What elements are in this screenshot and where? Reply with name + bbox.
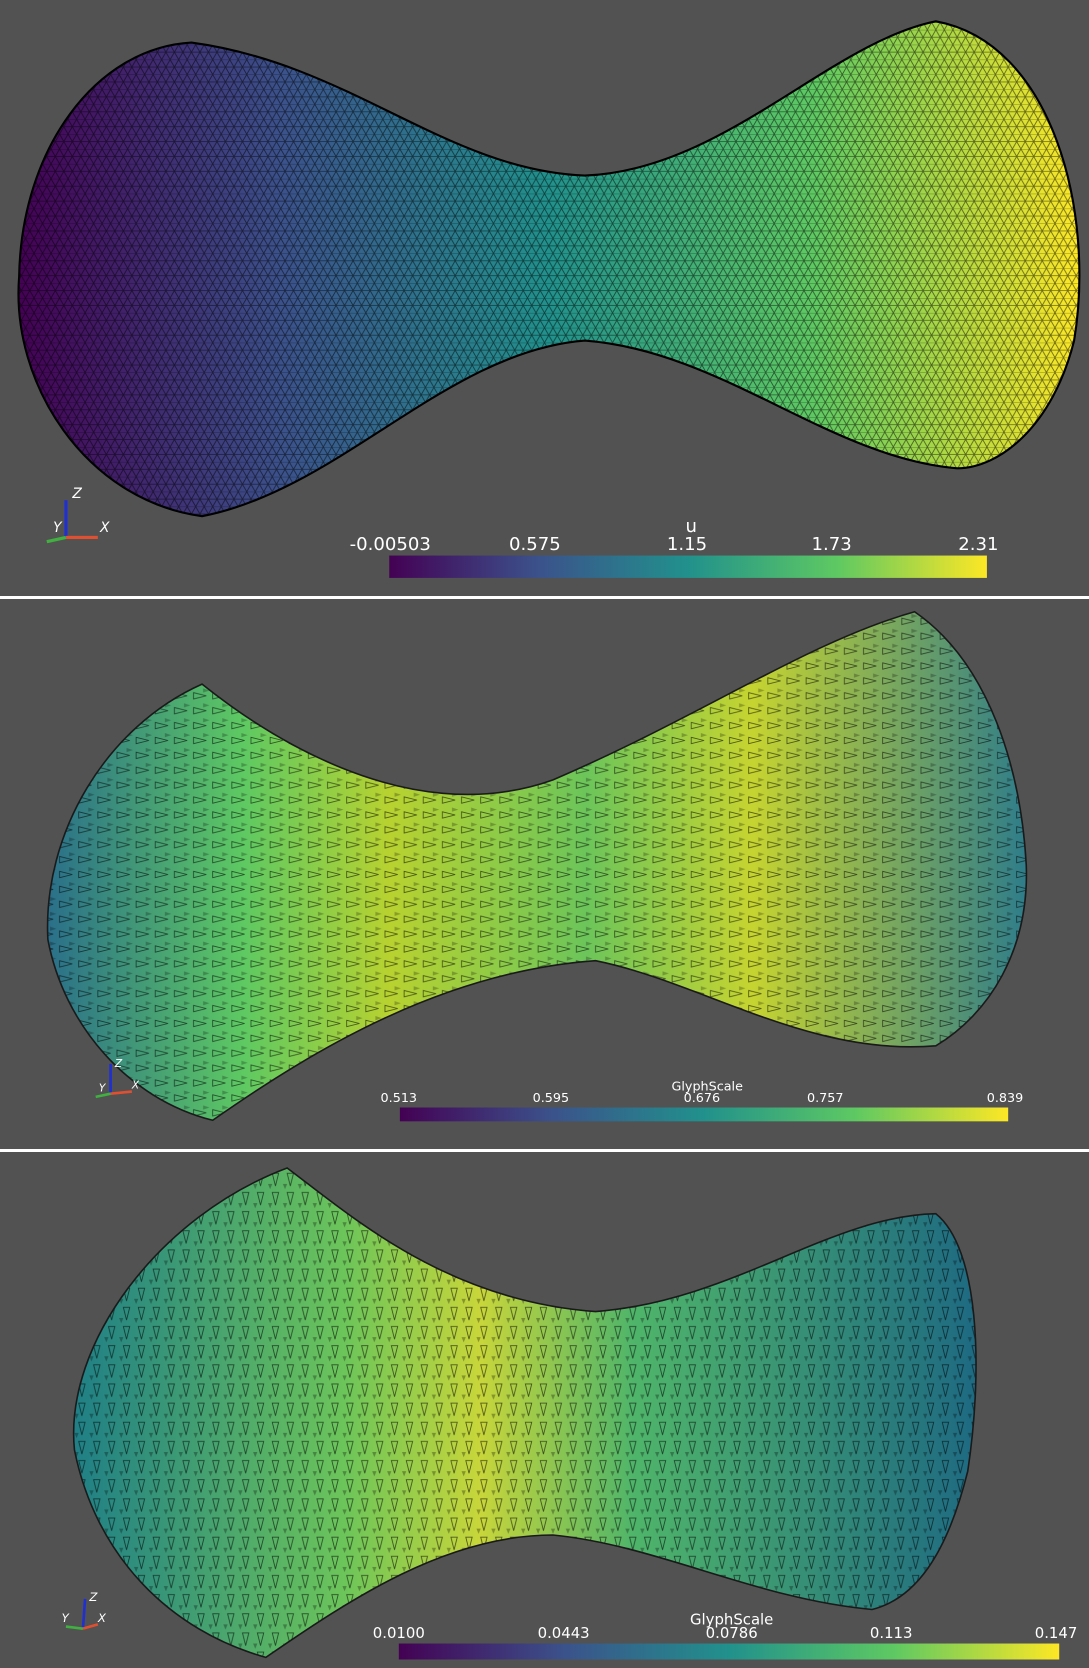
panel-glyphs: Z Y X GlyphScale 0.513 0.595 0.676 0.757… (0, 599, 1089, 1149)
colorbar-label: 1.15 (667, 534, 707, 555)
colorbar-label: 0.513 (381, 1091, 418, 1106)
y-axis (46, 535, 67, 544)
y-axis (65, 1625, 84, 1630)
colorbar-label: -0.00503 (350, 534, 431, 555)
axis-label: Y (99, 1082, 107, 1095)
axis-label: Z (88, 1590, 98, 1604)
colorbar-title: GlyphScale (671, 1079, 743, 1094)
axis-label: X (97, 1611, 107, 1625)
separator (0, 1149, 1089, 1152)
colorbar-label: 0.0786 (706, 1624, 758, 1642)
colorbar-label: 1.73 (812, 534, 852, 555)
axis-label: Z (114, 1057, 123, 1070)
colorbar-label: 2.31 (958, 534, 998, 555)
colorbar-title: u (686, 516, 697, 537)
colorbar-label: 0.0100 (373, 1624, 425, 1642)
axes-triad: Z Y X (95, 1057, 140, 1099)
axis-label: Z (71, 486, 82, 502)
x-axis (110, 1090, 133, 1096)
colorbar-gradient (398, 1643, 1060, 1660)
colorbar-label: 0.147 (1035, 1624, 1078, 1642)
colorbar: GlyphScale 0.0100 0.0443 0.0786 0.113 0.… (373, 1610, 1078, 1660)
colorbar-title: GlyphScale (690, 1610, 773, 1628)
z-axis (81, 1598, 87, 1629)
separator (0, 596, 1089, 599)
colorbar-label: 0.113 (870, 1624, 913, 1642)
axes-triad: Z Y X (46, 486, 110, 544)
colorbar-gradient (389, 555, 987, 578)
x-axis (82, 1623, 99, 1630)
y-axis (95, 1092, 111, 1099)
colorbar-label: 0.595 (533, 1091, 570, 1106)
colorbar-label: 0.757 (807, 1091, 844, 1106)
glyph-arrows (46, 610, 1028, 1122)
colorbar-gradient (399, 1107, 1009, 1122)
colorbar-label: 0.839 (987, 1091, 1024, 1106)
colorbar-label: 0.676 (684, 1091, 721, 1106)
colorbar-label: 0.0443 (538, 1624, 590, 1642)
colorbar: u -0.00503 0.575 1.15 1.73 2.31 (350, 516, 999, 578)
mesh-wireframe (17, 20, 1081, 518)
panel-mesh: Z Y X u -0.00503 0.575 1.15 1.73 2.31 (0, 0, 1089, 596)
axis-label: X (99, 520, 110, 536)
axis-label: Y (53, 520, 63, 536)
glyph-arrows (72, 1167, 977, 1659)
colorbar: GlyphScale 0.513 0.595 0.676 0.757 0.839 (381, 1079, 1024, 1122)
axis-label: X (131, 1078, 140, 1091)
panel-glyphs-vertical: Z Y X GlyphScale 0.0100 0.0443 0.0786 0.… (0, 1152, 1089, 1668)
colorbar-label: 0.575 (509, 534, 561, 555)
axis-label: Y (62, 1611, 70, 1625)
axes-triad: Z Y X (62, 1590, 107, 1630)
